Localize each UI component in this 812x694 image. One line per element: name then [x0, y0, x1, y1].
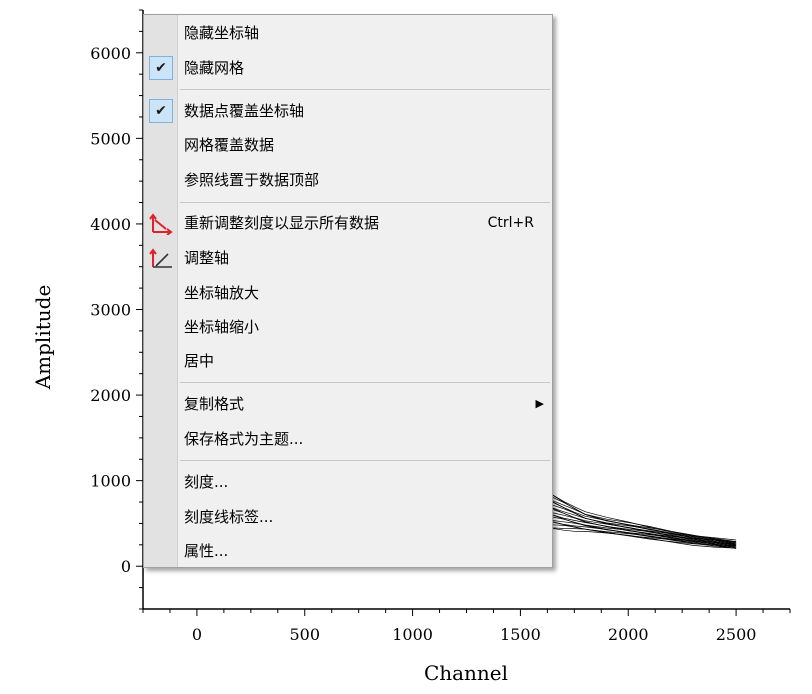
- checkmark-icon: ✔: [149, 56, 173, 80]
- menu-item-hide-axes[interactable]: 隐藏坐标轴: [144, 18, 552, 48]
- menu-item-label: 隐藏坐标轴: [184, 24, 260, 42]
- menu-separator: [180, 460, 550, 461]
- y-tick-label: 0: [121, 557, 131, 576]
- rescale-axes-icon: [149, 213, 173, 235]
- x-tick-label: 500: [289, 625, 320, 644]
- menu-item-properties[interactable]: 属性...: [144, 536, 552, 566]
- checkmark-icon: ✔: [149, 99, 173, 123]
- y-axis-label: Amplitude: [31, 285, 55, 391]
- adjust-axis-icon: [149, 248, 172, 268]
- menu-separator: [180, 382, 550, 383]
- menu-item-label: 刻度...: [184, 473, 229, 491]
- menu-item-label: 坐标轴放大: [184, 284, 260, 302]
- menu-item-rescale-all-data[interactable]: 重新调整刻度以显示所有数据 Ctrl+R: [144, 208, 552, 238]
- menu-item-scale[interactable]: 刻度...: [144, 467, 552, 497]
- menu-item-label: 保存格式为主题...: [184, 430, 304, 448]
- x-axis-label: Channel: [424, 661, 508, 685]
- menu-item-reference-lines-on-top[interactable]: 参照线置于数据顶部: [144, 165, 552, 195]
- menu-item-zoom-in-axes[interactable]: 坐标轴放大: [144, 278, 552, 308]
- context-menu: 隐藏坐标轴 ✔ 隐藏网格 ✔ 数据点覆盖坐标轴 网格覆盖数据 参照线置于数据顶部…: [143, 14, 553, 568]
- menu-item-label: 网格覆盖数据: [184, 136, 275, 154]
- y-tick-label: 5000: [90, 129, 131, 148]
- menu-item-label: 属性...: [184, 542, 229, 560]
- menu-item-center[interactable]: 居中: [144, 346, 552, 376]
- x-tick-label: 0: [192, 625, 202, 644]
- x-tick-label: 1000: [392, 625, 433, 644]
- menu-item-label: 坐标轴缩小: [184, 318, 260, 336]
- menu-item-copy-format[interactable]: 复制格式 ▶: [144, 389, 552, 419]
- menu-item-label: 刻度线标签...: [184, 508, 274, 526]
- menu-item-label: 复制格式: [184, 395, 245, 413]
- menu-separator: [180, 89, 550, 90]
- menu-item-grid-over-data[interactable]: 网格覆盖数据: [144, 130, 552, 160]
- menu-item-label: 隐藏网格: [184, 59, 245, 77]
- y-tick-label: 2000: [90, 386, 131, 405]
- x-tick-label: 2000: [608, 625, 649, 644]
- x-tick-label: 1500: [500, 625, 541, 644]
- x-tick-label: 2500: [716, 625, 757, 644]
- y-tick-label: 1000: [90, 472, 131, 491]
- menu-item-label: 居中: [184, 352, 215, 370]
- menu-item-shortcut: Ctrl+R: [487, 215, 534, 231]
- menu-item-hide-grid[interactable]: ✔ 隐藏网格: [144, 53, 552, 83]
- submenu-arrow-icon: ▶: [535, 397, 544, 410]
- menu-item-label: 参照线置于数据顶部: [184, 171, 320, 189]
- menu-item-adjust-axis[interactable]: 调整轴: [144, 243, 552, 273]
- menu-item-label: 重新调整刻度以显示所有数据: [184, 214, 380, 232]
- menu-item-label: 调整轴: [184, 249, 230, 267]
- y-tick-label: 6000: [90, 44, 131, 63]
- menu-separator: [180, 202, 550, 203]
- menu-item-zoom-out-axes[interactable]: 坐标轴缩小: [144, 312, 552, 342]
- y-tick-label: 3000: [90, 301, 131, 320]
- menu-item-data-over-axes[interactable]: ✔ 数据点覆盖坐标轴: [144, 96, 552, 126]
- menu-item-tick-labels[interactable]: 刻度线标签...: [144, 502, 552, 532]
- y-tick-label: 4000: [90, 215, 131, 234]
- menu-item-label: 数据点覆盖坐标轴: [184, 102, 305, 120]
- menu-item-save-format-as-theme[interactable]: 保存格式为主题...: [144, 424, 552, 454]
